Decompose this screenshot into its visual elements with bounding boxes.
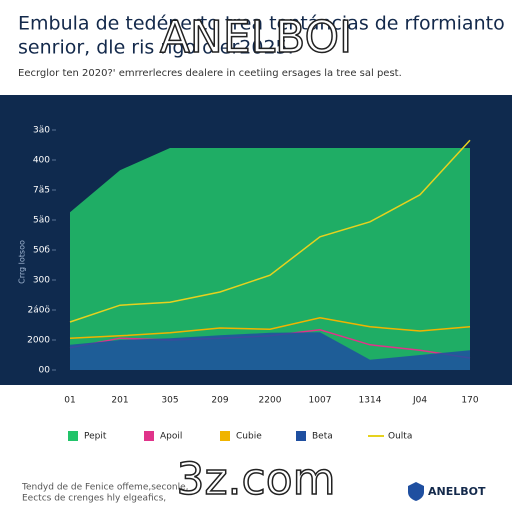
legend-swatch — [220, 431, 230, 441]
line — [69, 139, 471, 323]
x-tick-label: 170 — [461, 396, 478, 406]
footer-line: Eectcs de crenges hly elgeafics, — [22, 494, 166, 504]
logo-icon — [408, 482, 424, 501]
line — [69, 317, 471, 339]
x-tick-label: J04 — [412, 396, 427, 406]
area — [70, 148, 470, 370]
x-tick-label: 1007 — [309, 396, 332, 406]
y-tick-label: 5ä0 — [33, 216, 50, 226]
y-axis-label: Crrg lotsoo — [18, 240, 27, 284]
watermark: ANELBOI — [160, 12, 352, 63]
y-tick-label: 2á0ö — [28, 306, 51, 316]
watermark: 3z.com — [176, 454, 335, 505]
logo: ANELBOT — [428, 485, 486, 498]
legend-label: Cubie — [236, 432, 262, 442]
y-tick-label: 2000 — [27, 336, 50, 346]
footer-line: Tendyd de de Fenice offeme,seconle, — [21, 483, 189, 493]
y-tick-label: 7ä5 — [33, 186, 50, 196]
legend-swatch — [144, 431, 154, 441]
x-tick-label: 201 — [111, 396, 128, 406]
x-tick-label: 209 — [211, 396, 228, 406]
x-tick-label: 1314 — [359, 396, 382, 406]
chart-description: Eecrglor ten 2020?' emrrerlecres dealere… — [18, 68, 402, 79]
x-tick-label: 305 — [161, 396, 178, 406]
x-tick-label: 01 — [64, 396, 75, 406]
y-tick-label: 400 — [33, 156, 50, 166]
y-tick-label: 300 — [33, 276, 50, 286]
legend-swatch — [296, 431, 306, 441]
legend-swatch — [68, 431, 78, 441]
chart-title: Embula de tedénerto trea tentáncias de r… — [18, 13, 505, 35]
legend-label: Pepit — [84, 432, 107, 442]
legend-label: Apoil — [160, 432, 182, 442]
area — [70, 332, 470, 370]
y-tick-label: 3ä0 — [33, 126, 50, 136]
y-tick-label: 00 — [39, 366, 51, 376]
y-tick-label: 50б — [33, 246, 50, 256]
x-tick-label: 2200 — [259, 396, 282, 406]
legend-label: Beta — [312, 432, 333, 442]
chart-subtitle: senrior, dle ris ngo o er2025. — [18, 37, 294, 59]
legend-label: Oulta — [388, 432, 412, 442]
